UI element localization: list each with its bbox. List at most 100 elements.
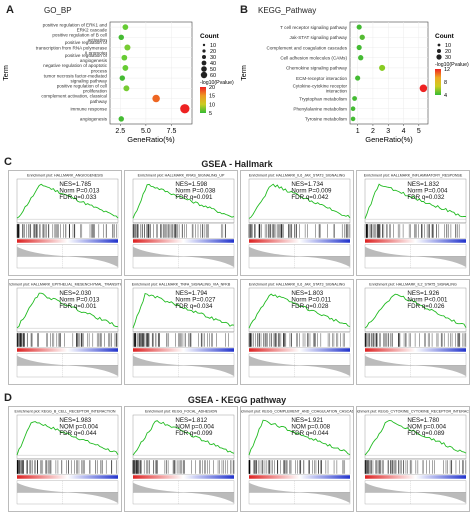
plot-area: [109, 21, 193, 125]
gsea-plot-header: Enrichment plot: HALLMARK_IL2_STAT5_SIGN…: [369, 283, 457, 287]
legend-size-dot: [201, 60, 207, 66]
data-point: [356, 24, 362, 30]
x-tick-label: 3: [386, 128, 390, 135]
term-label: Complement and coagulation cascades: [267, 45, 348, 50]
rank-strip: [249, 239, 350, 243]
metric-area: [365, 482, 466, 503]
data-point: [356, 44, 362, 51]
gsea-plot-header: Enrichment plot: KEGG_COMPLEMENT_AND_COA…: [241, 410, 353, 414]
term-label: Jak-STAT signaling pathway: [290, 35, 348, 40]
data-point: [118, 34, 124, 41]
gsea-plot-header: Enrichment plot: HALLMARK_ANGIOGENESIS: [27, 174, 103, 178]
gsea-plot-svg: Enrichment plot: KEGG_B_CELL_RECEPTOR_IN…: [15, 410, 119, 505]
legend-size-dot: [202, 43, 206, 47]
gsea-pvalue: NOM p=0.008: [291, 424, 330, 431]
legend-color-tick: 10: [209, 102, 215, 108]
term-label: angiogenesis: [80, 117, 108, 122]
data-point: [122, 64, 129, 71]
data-point: [180, 104, 190, 114]
metric-area: [249, 246, 350, 267]
data-point: [152, 94, 160, 103]
es-panel: [364, 414, 467, 459]
term-label: positive regulation of cell proliferation: [57, 84, 108, 94]
gsea-enrichment-plot: Enrichment plot: HALLMARK_KRAS_SIGNALING…: [124, 170, 238, 276]
es-panel: [248, 178, 351, 223]
x-tick-label: 2.5: [115, 128, 125, 135]
gsea-plot-header: Enrichment plot: HALLMARK_IL6_JAK_STAT3_…: [249, 283, 345, 287]
gsea-plot-header: Enrichment plot: HALLMARK_IL6_JAK_STAT3_…: [249, 174, 345, 178]
gsea-fdr: FDR q=0.001: [59, 303, 97, 310]
gsea-plot-svg: Enrichment plot: HALLMARK_ANGIOGENESIS NE…: [16, 174, 119, 269]
data-point: [123, 85, 130, 92]
gsea-pvalue: NOM p=0.004: [407, 424, 446, 431]
gsea-plot-svg: Enrichment plot: HALLMARK_KRAS_SIGNALING…: [132, 174, 235, 269]
gsea-plot-header: Enrichment plot: KEGG_CYTOKINE_CYTOKINE_…: [357, 410, 469, 414]
legend-color-tick: 8: [444, 80, 447, 86]
hit-panel: [16, 459, 119, 475]
term-label: immune response: [70, 107, 107, 112]
term-label: Phenylalanine metabolism: [293, 107, 347, 112]
gsea-fdr: FDR q=0.034: [175, 303, 213, 310]
gsea-nes: NES=1.794: [175, 290, 207, 297]
data-point: [118, 116, 124, 122]
data-point: [419, 84, 428, 93]
rank-strip: [133, 348, 234, 352]
gsea-nes: NES=2.030: [59, 290, 91, 297]
legend-color-tick: 12: [444, 67, 450, 73]
es-curve: [364, 420, 467, 456]
legend-size-label: 10: [210, 43, 216, 49]
es-panel: [248, 287, 351, 332]
data-point: [121, 54, 128, 61]
legend-color-tick: 15: [209, 94, 215, 100]
gsea-enrichment-plot: Enrichment plot: HALLMARK_EPITHELIAL_MES…: [4, 279, 127, 385]
gsea-fdr: FDR q=0.091: [175, 194, 213, 201]
gsea-pvalue: NOM p=0.004: [59, 424, 98, 431]
section-title-hallmark: GSEA - Hallmark: [201, 159, 273, 169]
metric-area: [133, 355, 234, 376]
term-label: complement activation, classical pathway: [41, 94, 107, 104]
hit-panel: [132, 459, 235, 475]
kegg-pathway-dotplot: Term T cell receptor signaling pathway Jak…: [241, 21, 469, 144]
gsea-nes: NES=1.983: [59, 417, 91, 424]
rank-strip: [133, 239, 234, 243]
panel-letter-b: B: [240, 4, 248, 16]
data-point: [379, 64, 386, 71]
x-tick-label: 5: [417, 128, 421, 135]
x-tick-label: 7.5: [167, 128, 177, 135]
term-label: ECM-receptor interaction: [296, 76, 348, 81]
gsea-fdr: FDR q=0.044: [291, 430, 329, 437]
x-tick-label: 5.0: [141, 128, 151, 135]
gsea-plot-header: Enrichment plot: HALLMARK_INFLAMMATORY_R…: [364, 174, 463, 178]
es-panel: [132, 178, 235, 223]
data-point: [350, 116, 356, 122]
gsea-plot-header: Enrichment plot: KEGG_B_CELL_RECEPTOR_IN…: [15, 410, 116, 414]
x-tick-label: 1: [356, 128, 360, 135]
gsea-plot-svg: Enrichment plot: HALLMARK_IL6_JAK_STAT3_…: [248, 283, 351, 378]
legend-size-title: Count: [200, 33, 220, 40]
gsea-enrichment-plot: Enrichment plot: HALLMARK_TNFA_SIGNALING…: [124, 279, 238, 385]
legend-color-bar: [435, 69, 441, 95]
metric-area: [17, 355, 118, 376]
metric-area: [249, 482, 350, 503]
es-curve: [132, 420, 235, 456]
gsea-fdr: FDR q=0.089: [407, 430, 445, 437]
metric-area: [133, 482, 234, 503]
legend-color-tick: 20: [209, 85, 215, 91]
rank-strip: [365, 348, 466, 352]
term-label: positive regulation of ERK1 and ERK2 casc…: [43, 22, 108, 32]
term-label: Tyrosine metabolism: [305, 117, 347, 122]
rank-strip: [17, 475, 118, 479]
gsea-enrichment-plot: Enrichment plot: HALLMARK_IL6_JAK_STAT3_…: [240, 279, 354, 385]
gsea-fdr: FDR q=0.033: [59, 194, 97, 201]
data-point: [350, 106, 356, 112]
term-label: negative regulation of apoptotic process: [43, 63, 108, 73]
gsea-pvalue: Norm P=0.013: [59, 188, 100, 195]
es-panel: [364, 287, 467, 332]
rank-strip: [249, 475, 350, 479]
gsea-enrichment-plot: Enrichment plot: KEGG_COMPLEMENT_AND_COA…: [235, 406, 360, 512]
legend-size-label: 30: [210, 55, 216, 61]
section-title-kegg: GSEA - KEGG pathway: [187, 395, 287, 405]
gsea-pvalue: Norm P=0.004: [407, 188, 448, 195]
es-curve: [364, 293, 467, 329]
metric-area: [249, 355, 350, 376]
